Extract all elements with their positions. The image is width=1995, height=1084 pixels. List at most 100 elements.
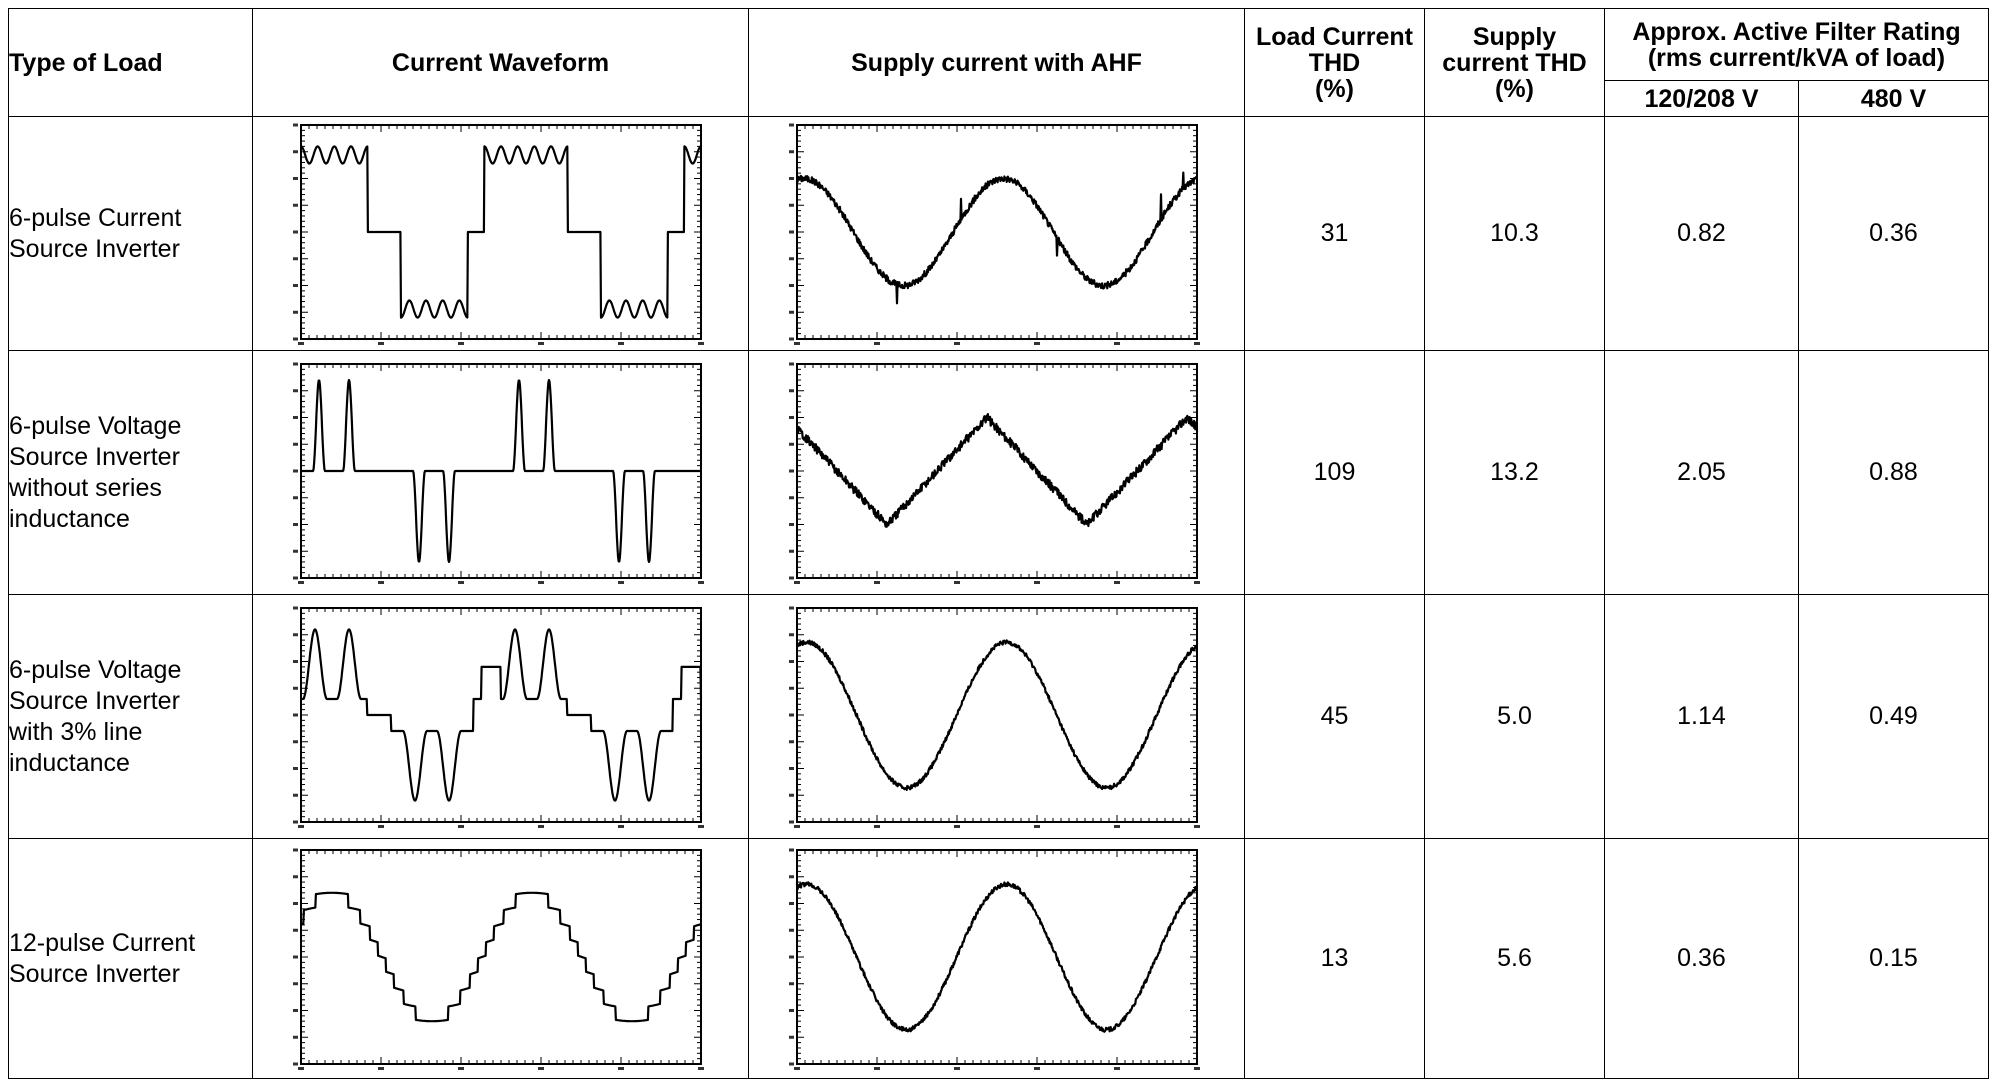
y-tick-mark <box>292 203 298 207</box>
y-tick-mark <box>292 659 298 663</box>
type-of-load-cell: 6-pulse Current Source Inverter <box>8 116 253 351</box>
table-row: 6-pulse Current Source Inverter 31 10.3 0.82… <box>8 116 1989 351</box>
supply-current-ahf-cell <box>748 350 1245 595</box>
y-tick-mark <box>788 415 794 419</box>
x-tick-mark <box>697 1066 704 1070</box>
y-tick-mark <box>292 848 298 851</box>
y-tick-mark <box>788 123 794 126</box>
supply-current-waveform <box>788 606 1200 828</box>
plot-ticks <box>796 849 1197 1064</box>
y-tick-mark <box>292 522 298 526</box>
y-tick-mark <box>292 713 298 716</box>
current-waveform-cell <box>252 594 749 839</box>
y-tick-mark <box>788 388 794 392</box>
y-tick-mark <box>788 176 794 180</box>
x-tick-mark <box>457 580 464 584</box>
x-tick-mark <box>457 824 464 828</box>
rating-480-cell: 0.88 <box>1798 350 1989 595</box>
plot-ticks <box>300 607 701 822</box>
y-tick-mark <box>292 362 298 365</box>
type-of-load-cell: 6-pulse Voltage Source Inverter with 3% li… <box>8 594 253 839</box>
rating-120-208-cell: 2.05 <box>1604 350 1799 595</box>
x-tick-mark <box>873 824 880 828</box>
supply-current-ahf-cell <box>748 838 1245 1079</box>
x-tick-mark <box>537 580 544 584</box>
rating-120-208-cell: 0.36 <box>1604 838 1799 1079</box>
type-of-load-line: with 3% line <box>9 717 143 746</box>
type-of-load-line: Source Inverter <box>9 442 180 471</box>
plot-ticks <box>796 124 1197 339</box>
type-of-load-line: Source Inverter <box>9 686 180 715</box>
y-tick-mark <box>292 901 298 905</box>
load-current-waveform <box>292 606 704 828</box>
y-tick-mark <box>788 362 794 365</box>
y-tick-mark <box>292 388 298 392</box>
plot-ticks <box>796 607 1197 822</box>
load-current-thd-cell: 45 <box>1244 594 1425 839</box>
x-tick-mark <box>953 1066 960 1070</box>
load-current-thd-cell: 109 <box>1244 350 1425 595</box>
rating-120-208-cell: 0.82 <box>1604 116 1799 351</box>
y-tick-mark <box>788 739 794 743</box>
y-tick-mark <box>788 1035 794 1039</box>
type-of-load-line: inductance <box>9 748 130 777</box>
y-tick-mark <box>788 901 794 905</box>
y-tick-mark <box>788 230 794 233</box>
y-tick-mark <box>788 256 794 260</box>
type-of-load-line: without series <box>9 473 162 502</box>
x-tick-mark <box>953 824 960 828</box>
y-tick-mark <box>292 1062 298 1065</box>
type-of-load-line: inductance <box>9 504 130 533</box>
x-tick-mark <box>297 1066 304 1070</box>
supply-current-ahf-header: Supply current with AHF <box>748 8 1245 117</box>
y-tick-mark <box>788 659 794 663</box>
y-tick-mark <box>788 793 794 797</box>
y-tick-mark <box>788 766 794 770</box>
current-waveform-header: Current Waveform <box>252 8 749 117</box>
type-of-load-header: Type of Load <box>8 8 253 117</box>
y-tick-mark <box>788 442 794 446</box>
y-tick-mark <box>292 874 298 878</box>
x-tick-mark <box>1193 824 1200 828</box>
table-row: 6-pulse Voltage Source Inverter without se… <box>8 350 1989 595</box>
x-tick-mark <box>377 824 384 828</box>
x-tick-mark <box>697 824 704 828</box>
y-tick-mark <box>292 766 298 770</box>
x-tick-mark <box>617 824 624 828</box>
y-tick-mark <box>788 549 794 553</box>
y-tick-mark <box>788 203 794 207</box>
plot-ticks <box>300 363 701 578</box>
y-tick-mark <box>788 820 794 823</box>
x-tick-mark <box>537 824 544 828</box>
waveform-trace <box>796 412 1198 528</box>
active-filter-rating-header: Approx. Active Filter Rating (rms curren… <box>1604 8 1989 81</box>
y-tick-mark <box>292 955 298 958</box>
waveform-trace <box>795 171 1198 304</box>
type-of-load-line: 6-pulse Voltage <box>9 655 182 684</box>
rating-480-cell: 0.15 <box>1798 838 1989 1079</box>
rating-header-line1: Approx. Active Filter Rating <box>1632 17 1961 46</box>
y-tick-mark <box>292 256 298 260</box>
voltage-480-header: 480 V <box>1798 80 1989 117</box>
y-tick-mark <box>292 686 298 690</box>
y-tick-mark <box>292 149 298 153</box>
type-of-load-cell: 6-pulse Voltage Source Inverter without se… <box>8 350 253 595</box>
x-tick-mark <box>377 1066 384 1070</box>
x-tick-mark <box>953 341 960 345</box>
x-tick-mark <box>793 580 800 584</box>
supply-thd-header-line3: (%) <box>1495 74 1534 103</box>
waveform-trace <box>300 378 701 563</box>
x-tick-mark <box>873 1066 880 1070</box>
rating-480-cell: 0.49 <box>1798 594 1989 839</box>
y-tick-mark <box>292 606 298 609</box>
x-tick-mark <box>953 580 960 584</box>
x-tick-mark <box>793 1066 800 1070</box>
supply-current-ahf-cell <box>748 116 1245 351</box>
x-tick-mark <box>377 341 384 345</box>
waveform-trace <box>300 627 702 802</box>
waveform-trace <box>795 638 1198 791</box>
supply-current-thd-cell: 5.0 <box>1424 594 1605 839</box>
x-tick-mark <box>1193 341 1200 345</box>
supply-current-waveform <box>788 848 1200 1070</box>
y-tick-mark <box>292 820 298 823</box>
